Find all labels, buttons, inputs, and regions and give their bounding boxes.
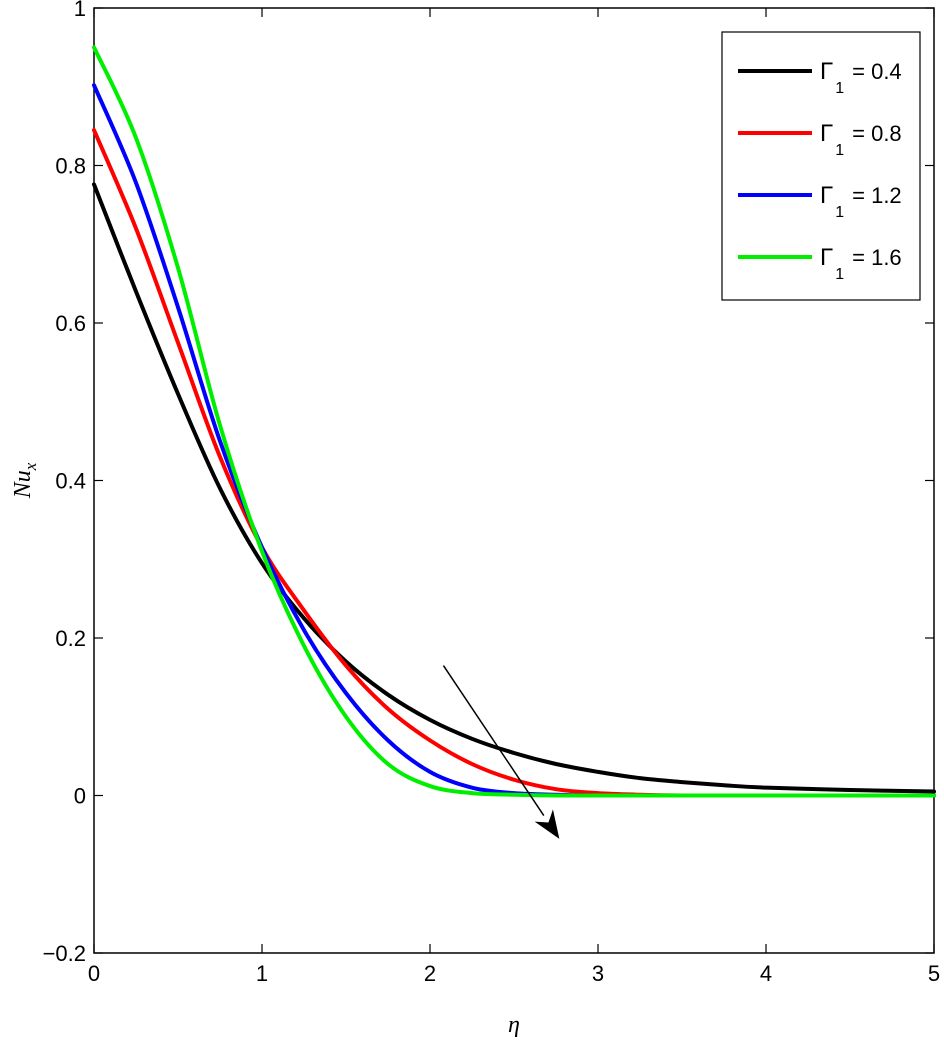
- y-axis-label: Nux: [10, 462, 40, 499]
- legend-item: Γ1= 1.6: [738, 244, 902, 283]
- y-tick-label: 0.4: [55, 469, 86, 494]
- x-tick-label: 2: [424, 961, 436, 986]
- legend-label: Γ1= 0.8: [820, 120, 902, 159]
- y-tick-label: 0: [74, 784, 86, 809]
- y-tick-label: 0.2: [55, 626, 86, 651]
- y-tick-label: 1: [74, 0, 86, 21]
- trend-arrow: [442, 665, 560, 839]
- series-line-1: [92, 182, 936, 794]
- arrow-head: [534, 809, 560, 839]
- legend-label: Γ1= 1.6: [820, 244, 902, 283]
- legend-item: Γ1= 0.4: [738, 58, 902, 97]
- series-line-4: [92, 45, 936, 798]
- axis-tick-labels: 0 1 2 3 4 5−0.200.20.40.60.81: [43, 0, 941, 986]
- legend-label: Γ1= 1.2: [820, 182, 902, 221]
- x-tick-label: 5: [928, 961, 940, 986]
- legend-item: Γ1= 1.2: [738, 182, 902, 221]
- x-axis-label: η: [508, 1012, 520, 1038]
- y-tick-label: 0.8: [55, 154, 86, 179]
- x-tick-label: 3: [592, 961, 604, 986]
- x-tick-label: 0: [88, 961, 100, 986]
- y-tick-label: −0.2: [43, 941, 86, 966]
- y-tick-label: 0.6: [55, 311, 86, 336]
- x-tick-label: 4: [760, 961, 772, 986]
- data-series: [92, 45, 936, 798]
- legend-label: Γ1= 0.4: [820, 58, 902, 97]
- x-tick-label: 1: [256, 961, 268, 986]
- arrow-shaft: [442, 665, 545, 816]
- legend-item: Γ1= 0.8: [738, 120, 902, 159]
- legend: Γ1= 0.4 Γ1= 0.8 Γ1= 1.2 Γ1= 1.6: [721, 31, 921, 301]
- axis-ticks: [93, 7, 935, 954]
